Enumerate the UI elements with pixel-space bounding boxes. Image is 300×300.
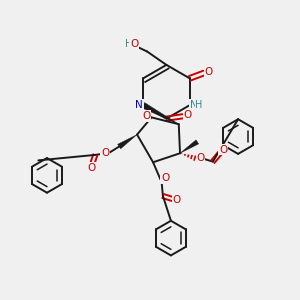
Text: O: O [219, 145, 227, 155]
Text: H: H [195, 100, 203, 110]
Text: O: O [101, 148, 109, 158]
Text: O: O [87, 163, 95, 173]
Text: O: O [161, 173, 170, 183]
Text: N: N [190, 100, 197, 110]
Text: N: N [135, 100, 143, 110]
Text: O: O [172, 195, 181, 205]
Text: O: O [142, 111, 150, 121]
Text: O: O [130, 39, 138, 49]
Text: O: O [205, 67, 213, 77]
Text: H: H [125, 39, 132, 49]
Polygon shape [142, 103, 179, 124]
Text: O: O [184, 110, 192, 120]
Polygon shape [180, 140, 199, 153]
Polygon shape [118, 135, 137, 149]
Text: O: O [196, 153, 205, 163]
